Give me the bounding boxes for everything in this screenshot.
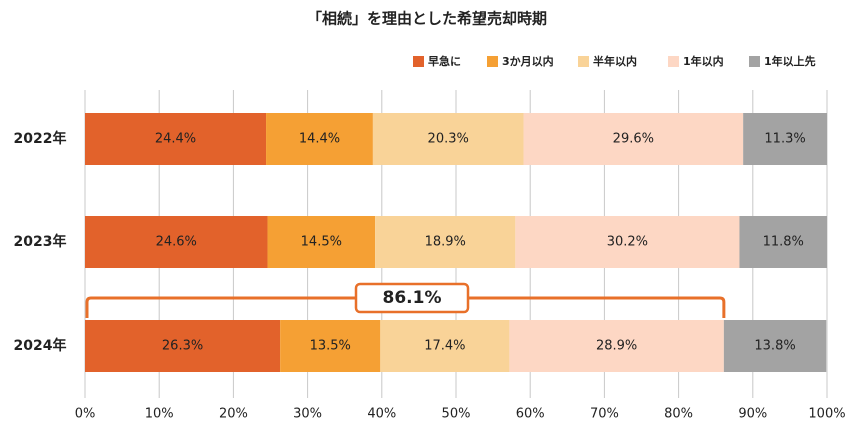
annotation-box xyxy=(354,282,470,314)
x-tick-label: 80% xyxy=(664,407,693,422)
x-tick-label: 100% xyxy=(808,407,845,422)
y-tick-label: 2022年 xyxy=(14,130,67,147)
bar-segment xyxy=(280,320,381,372)
x-tick-label: 60% xyxy=(516,407,545,422)
data-label: 26.3% xyxy=(162,339,203,354)
x-tick-label: 0% xyxy=(75,407,96,422)
legend-label: 1年以上先 xyxy=(764,54,816,68)
bar-segment xyxy=(509,320,724,372)
legend-swatch xyxy=(749,56,760,67)
data-label: 14.5% xyxy=(301,235,342,250)
legend-label: 1年以内 xyxy=(683,54,724,68)
data-label: 20.3% xyxy=(428,132,469,147)
legend-swatch xyxy=(668,56,679,67)
data-label: 13.8% xyxy=(754,339,795,354)
bar-segment xyxy=(380,320,510,372)
bar-segment xyxy=(523,113,744,165)
bar-segment xyxy=(375,216,516,268)
data-label: 11.8% xyxy=(763,235,804,250)
y-tick-label: 2023年 xyxy=(14,233,67,250)
bar-segment xyxy=(266,113,373,165)
chart-title: 「相続」を理由とした希望売却時期 xyxy=(307,10,547,28)
data-label: 17.4% xyxy=(424,339,465,354)
legend-label: 3か月以内 xyxy=(502,54,554,68)
legend-label: 早急に xyxy=(428,54,461,68)
data-label: 13.5% xyxy=(310,339,351,354)
x-tick-label: 40% xyxy=(367,407,396,422)
data-label: 24.4% xyxy=(155,132,196,147)
legend-swatch xyxy=(578,56,589,67)
bar-segment xyxy=(85,113,267,165)
x-tick-label: 30% xyxy=(293,407,322,422)
bar-segment xyxy=(723,320,827,372)
x-tick-label: 20% xyxy=(219,407,248,422)
legend-swatch xyxy=(413,56,424,67)
x-tick-label: 90% xyxy=(738,407,767,422)
data-label: 29.6% xyxy=(613,132,654,147)
data-label: 18.9% xyxy=(425,235,466,250)
legend-label: 半年以内 xyxy=(593,54,637,68)
x-tick-label: 50% xyxy=(442,407,471,422)
y-tick-label: 2024年 xyxy=(14,337,67,354)
legend-swatch xyxy=(487,56,498,67)
bar-segment xyxy=(267,216,376,268)
bar-segment xyxy=(85,320,281,372)
bar-segment xyxy=(739,216,827,268)
x-tick-label: 10% xyxy=(145,407,174,422)
data-label: 24.6% xyxy=(156,235,197,250)
x-tick-label: 70% xyxy=(590,407,619,422)
data-label: 30.2% xyxy=(607,235,648,250)
bar-segment xyxy=(743,113,827,165)
data-label: 28.9% xyxy=(596,339,637,354)
data-label: 14.4% xyxy=(299,132,340,147)
annotation-label: 86.1% xyxy=(383,288,442,308)
data-label: 11.3% xyxy=(764,132,805,147)
bar-segment xyxy=(515,216,740,268)
bar-segment xyxy=(85,216,268,268)
bar-segment xyxy=(372,113,524,165)
